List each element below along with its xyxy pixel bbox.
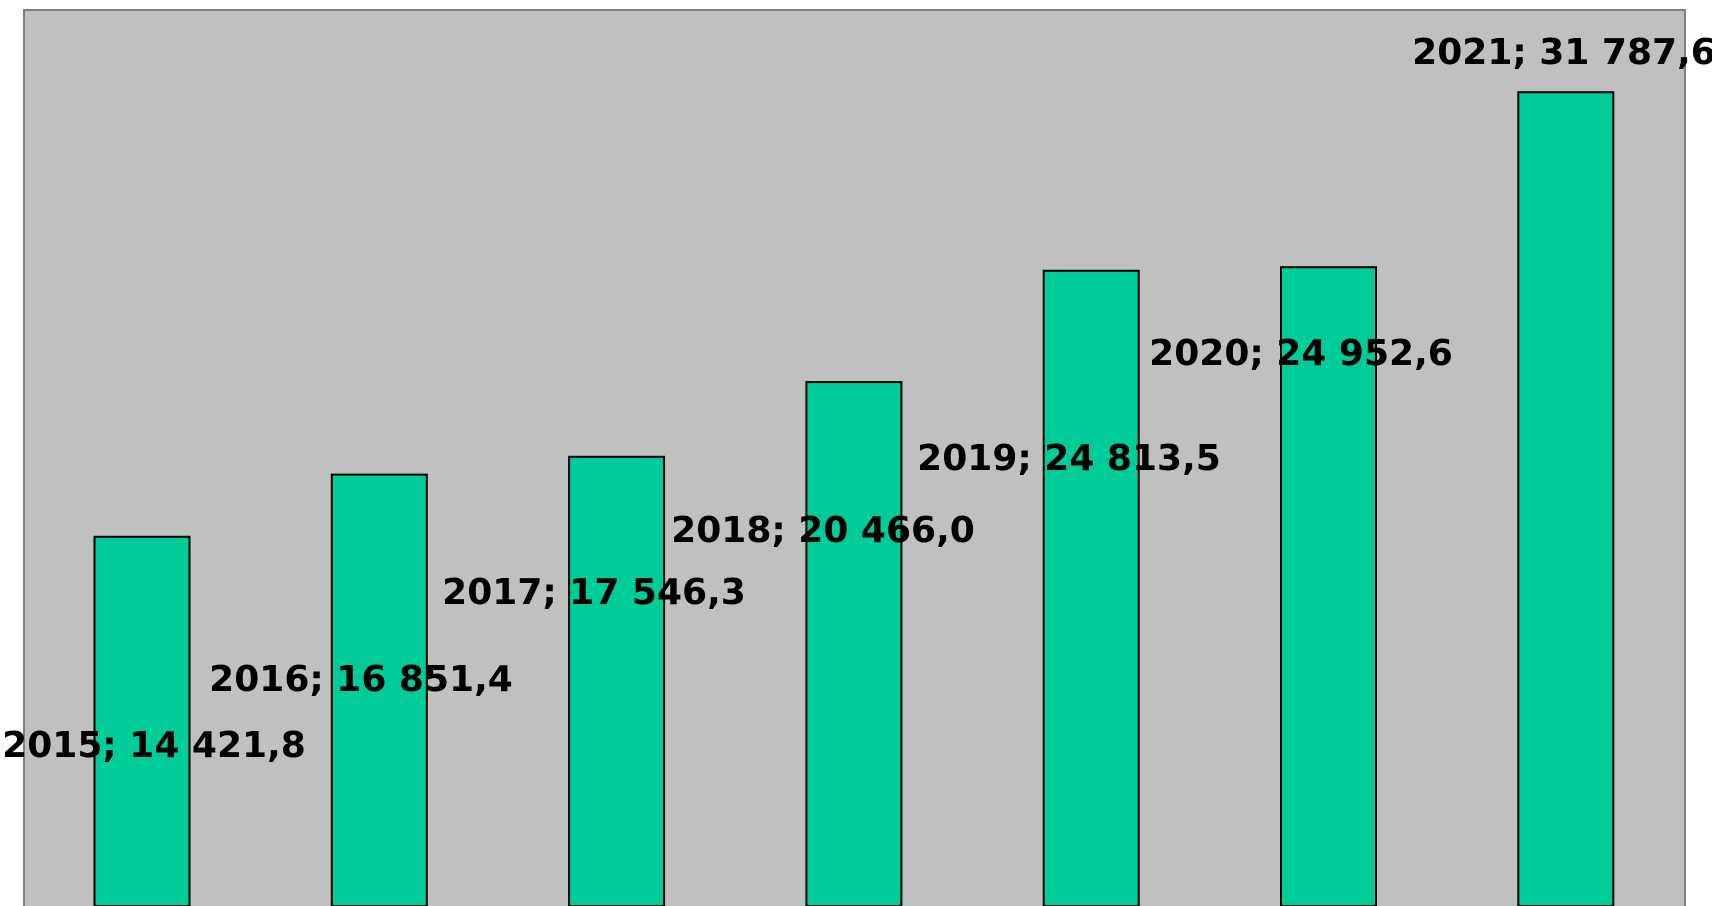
data-label: 2017; 17 546,3: [442, 572, 746, 613]
data-label: 2021; 31 787,6: [1412, 32, 1712, 73]
bar: [805, 381, 903, 906]
bar: [1042, 269, 1140, 906]
data-label: 2020; 24 952,6: [1149, 333, 1453, 374]
bar: [93, 535, 191, 906]
data-label: 2015; 14 421,8: [2, 725, 306, 766]
bar: [568, 455, 666, 906]
data-label: 2019; 24 813,5: [917, 438, 1221, 479]
data-label: 2018; 20 466,0: [671, 510, 975, 551]
data-label: 2016; 16 851,4: [209, 659, 513, 700]
bar: [1280, 266, 1377, 906]
bar: [1517, 91, 1615, 906]
bar: [330, 473, 428, 906]
